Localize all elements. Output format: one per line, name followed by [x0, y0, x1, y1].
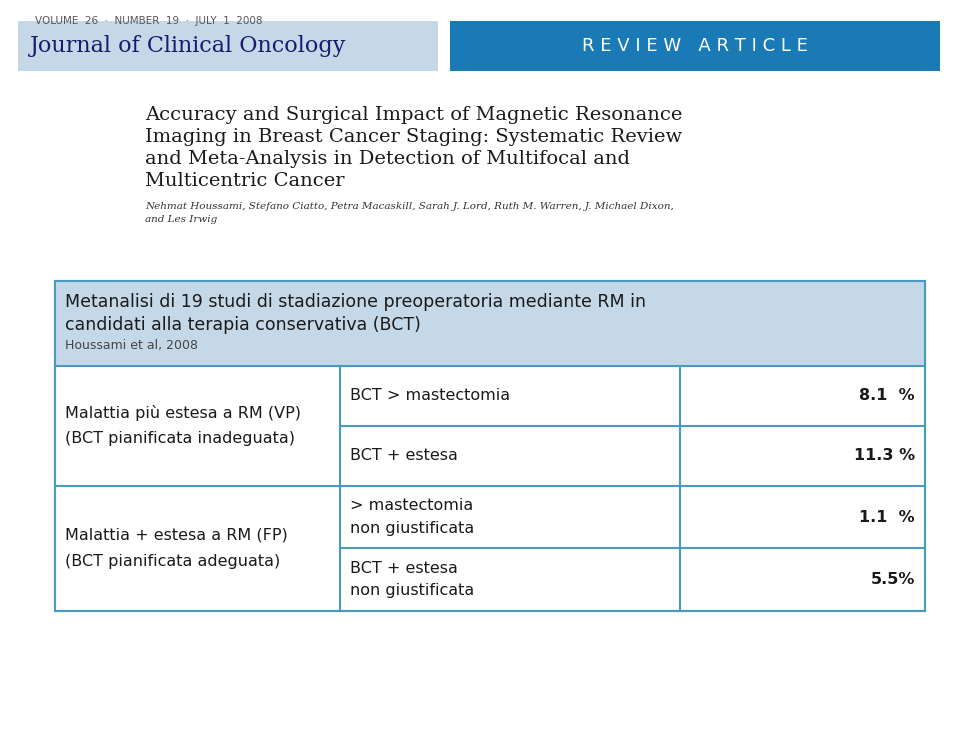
Text: Imaging in Breast Cancer Staging: Systematic Review: Imaging in Breast Cancer Staging: System… — [145, 128, 683, 146]
Text: Journal of Clinical Oncology: Journal of Clinical Oncology — [30, 35, 347, 57]
Text: VOLUME  26  ·  NUMBER  19  ·  JULY  1  2008: VOLUME 26 · NUMBER 19 · JULY 1 2008 — [35, 16, 262, 26]
Text: 8.1  %: 8.1 % — [859, 388, 915, 404]
Text: R E V I E W   A R T I C L E: R E V I E W A R T I C L E — [582, 37, 808, 55]
Text: Malattia + estesa a RM (FP): Malattia + estesa a RM (FP) — [65, 528, 288, 543]
Text: BCT + estesa: BCT + estesa — [350, 449, 458, 463]
Text: candidati alla terapia conservativa (BCT): candidati alla terapia conservativa (BCT… — [65, 316, 420, 334]
FancyBboxPatch shape — [55, 281, 925, 611]
FancyBboxPatch shape — [450, 21, 940, 71]
Text: Malattia più estesa a RM (VP): Malattia più estesa a RM (VP) — [65, 405, 301, 421]
Text: Houssami et al, 2008: Houssami et al, 2008 — [65, 339, 198, 352]
Text: 1.1  %: 1.1 % — [859, 510, 915, 525]
Text: 5.5%: 5.5% — [871, 572, 915, 587]
Text: 11.3 %: 11.3 % — [853, 449, 915, 463]
Text: Accuracy and Surgical Impact of Magnetic Resonance: Accuracy and Surgical Impact of Magnetic… — [145, 106, 683, 124]
FancyBboxPatch shape — [55, 281, 925, 366]
Text: > mastectomia: > mastectomia — [350, 499, 473, 513]
Text: and Meta-Analysis in Detection of Multifocal and: and Meta-Analysis in Detection of Multif… — [145, 150, 630, 168]
Text: and Les Irwig: and Les Irwig — [145, 215, 217, 224]
Text: Multicentric Cancer: Multicentric Cancer — [145, 172, 345, 190]
Text: BCT + estesa: BCT + estesa — [350, 561, 458, 576]
Text: BCT > mastectomia: BCT > mastectomia — [350, 388, 510, 404]
Text: (BCT pianificata adeguata): (BCT pianificata adeguata) — [65, 554, 280, 569]
Text: non giustificata: non giustificata — [350, 583, 474, 598]
Text: (BCT pianificata inadeguata): (BCT pianificata inadeguata) — [65, 431, 295, 447]
Text: non giustificata: non giustificata — [350, 520, 474, 536]
Text: Nehmat Houssami, Stefano Ciatto, Petra Macaskill, Sarah J. Lord, Ruth M. Warren,: Nehmat Houssami, Stefano Ciatto, Petra M… — [145, 202, 674, 211]
FancyBboxPatch shape — [18, 21, 438, 71]
Text: Metanalisi di 19 studi di stadiazione preoperatoria mediante RM in: Metanalisi di 19 studi di stadiazione pr… — [65, 293, 646, 311]
